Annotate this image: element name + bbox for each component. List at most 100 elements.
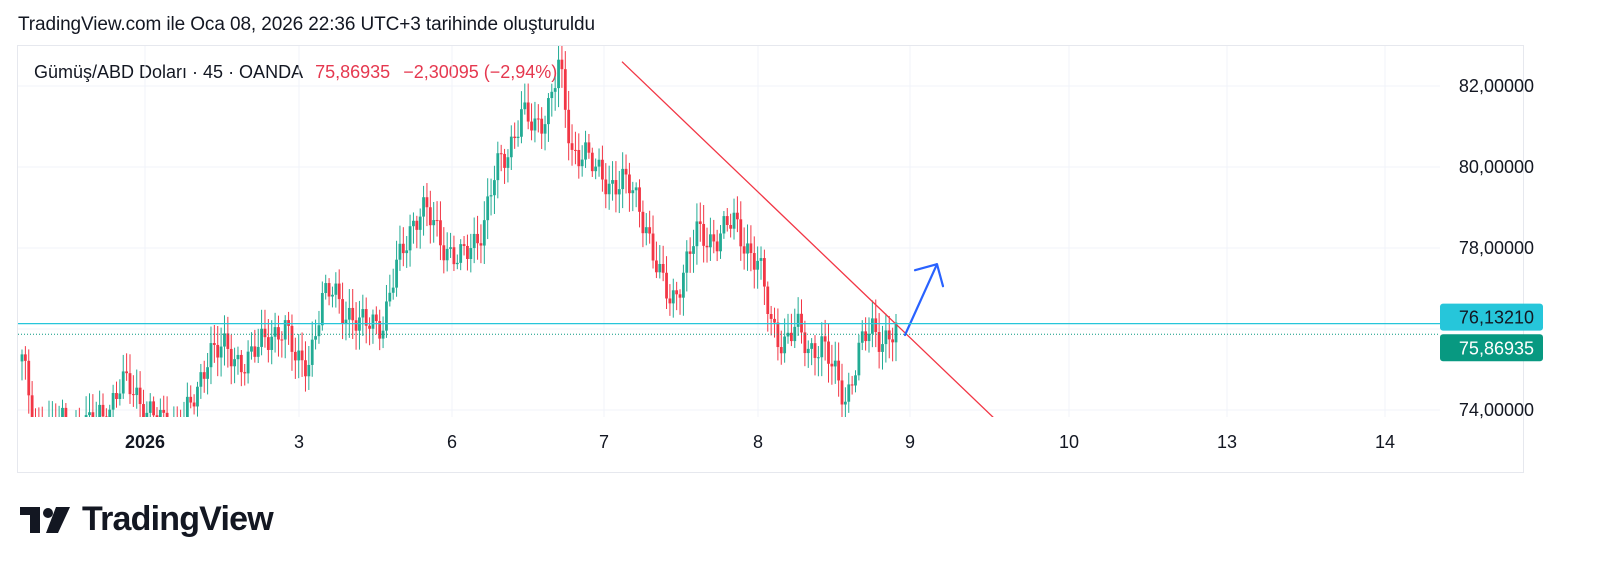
candle-body [482, 220, 486, 246]
candle-body [172, 425, 175, 440]
candle-body [455, 262, 459, 265]
candle [270, 320, 274, 365]
candle-body [628, 174, 631, 194]
candle [371, 309, 375, 344]
candle [351, 289, 355, 340]
candle-body [148, 401, 152, 413]
candle [23, 346, 27, 380]
candle-body [452, 247, 456, 265]
candle-body [300, 350, 304, 361]
candle [486, 178, 490, 240]
candle [206, 352, 209, 395]
candle [499, 144, 503, 172]
candle-body [587, 142, 591, 153]
candle-body [30, 395, 34, 417]
candle [246, 340, 250, 384]
candle-body [678, 294, 682, 298]
tradingview-logo: TradingView [20, 500, 274, 539]
candle [320, 281, 324, 331]
candle [631, 181, 635, 212]
candle-body [874, 318, 878, 333]
candle-body [634, 187, 638, 191]
candle-body [243, 372, 247, 374]
candle [594, 158, 598, 180]
candle [422, 185, 425, 236]
candle-body [688, 251, 692, 254]
price-change-label: −2,30095 (−2,94%) [403, 62, 558, 82]
candle [877, 313, 881, 369]
candle [98, 390, 102, 417]
candle [273, 312, 277, 353]
candle [425, 183, 429, 227]
symbol-legend[interactable]: Gümüş/ABD Doları · 45 · OANDA 75,86935 −… [34, 62, 557, 83]
candle [661, 245, 665, 282]
candle [840, 363, 844, 417]
candle [837, 342, 841, 397]
candle [108, 404, 112, 417]
candle-body [820, 336, 824, 358]
candle-body [712, 234, 716, 242]
candle [752, 236, 756, 289]
candle-body [759, 258, 763, 261]
candle [739, 201, 743, 261]
candle [702, 205, 706, 263]
candle [283, 315, 287, 359]
candle-body [422, 197, 425, 217]
x-tick-label: 6 [447, 432, 457, 452]
candle [574, 131, 577, 165]
candle-body [374, 314, 378, 322]
candle-body [742, 246, 746, 254]
candle-body [601, 159, 604, 180]
candle-body [833, 360, 837, 367]
candle-body [722, 216, 726, 234]
candle-body [206, 367, 209, 379]
candle [611, 161, 614, 201]
candle-body [401, 243, 405, 254]
candle [847, 372, 851, 413]
candle-body [297, 350, 301, 361]
candle-body [671, 290, 675, 304]
candle [604, 163, 608, 209]
candle [310, 321, 314, 377]
candle-body [44, 441, 47, 444]
candle-body [108, 409, 112, 417]
x-tick-label: 9 [905, 432, 915, 452]
candle [789, 313, 793, 347]
candle [58, 405, 60, 417]
candle [678, 289, 682, 315]
candle-body [344, 319, 348, 324]
candle [337, 269, 341, 314]
candle [803, 320, 807, 367]
candle-body [395, 259, 398, 288]
candle [769, 305, 773, 336]
candle [138, 371, 142, 417]
candle [172, 406, 175, 440]
candle [587, 133, 591, 159]
candle [327, 278, 331, 306]
candle [30, 381, 34, 417]
candle-body [493, 180, 496, 196]
candle [746, 224, 749, 271]
candle [41, 406, 43, 417]
candle-body [553, 88, 557, 92]
candle-body [290, 325, 294, 352]
candle-body [604, 179, 608, 195]
candle [513, 122, 517, 149]
candle-body [520, 109, 523, 137]
candle [95, 401, 97, 417]
candle-body [408, 226, 412, 251]
candle-body [371, 314, 375, 329]
candle-body [277, 327, 280, 340]
symbol-label[interactable]: Gümüş/ABD Doları · 45 · OANDA [34, 62, 303, 82]
candle [78, 407, 80, 417]
candle-body [176, 425, 179, 428]
candle-body [499, 153, 503, 155]
candle [378, 309, 382, 351]
candle-body [104, 416, 108, 417]
candle [165, 396, 169, 417]
y-tick-label: 80,00000 [1459, 157, 1534, 177]
candle-body [597, 159, 601, 167]
candle-body [246, 351, 250, 374]
last-price-label: 75,86935 [315, 62, 391, 82]
